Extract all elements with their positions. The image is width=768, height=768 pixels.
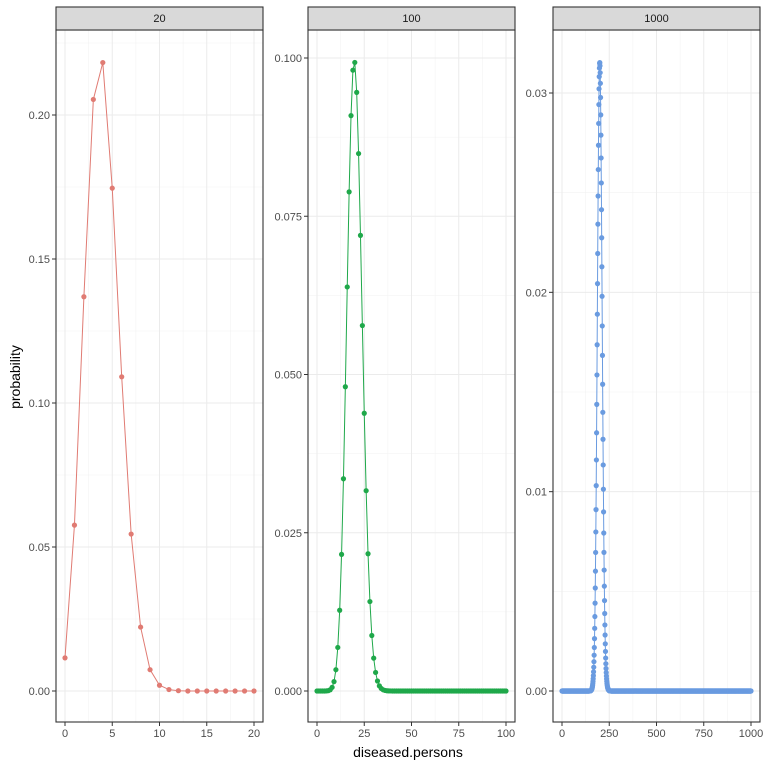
x-tick-label: 250 bbox=[600, 728, 618, 740]
facet-strip-label: 100 bbox=[402, 13, 420, 25]
facet-panel-20: 20 0 5 10 15 20 0.00 0.05 0.10 0.15 0.20 bbox=[29, 6, 264, 740]
x-tick-label: 50 bbox=[405, 728, 417, 740]
x-tick-label: 75 bbox=[453, 728, 465, 740]
x-axis-title: diseased.persons bbox=[353, 744, 463, 760]
axis-ticks: 0 5 10 15 20 0.00 0.05 0.10 0.15 0.20 bbox=[29, 110, 261, 740]
series-points bbox=[62, 59, 257, 694]
y-tick-label: 0.05 bbox=[29, 542, 50, 554]
series-points bbox=[314, 59, 509, 694]
x-tick-label: 750 bbox=[695, 728, 713, 740]
facet-strip bbox=[552, 6, 761, 31]
x-tick-label: 0 bbox=[62, 728, 68, 740]
y-tick-label: 0.00 bbox=[29, 686, 50, 698]
y-tick-label: 0.100 bbox=[274, 53, 302, 65]
x-tick-label: 0 bbox=[314, 728, 320, 740]
facet-strip bbox=[307, 6, 516, 31]
y-tick-label: 0.01 bbox=[526, 487, 547, 499]
facet-strip bbox=[55, 6, 264, 31]
y-tick-label: 0.000 bbox=[274, 686, 302, 698]
x-tick-label: 500 bbox=[647, 728, 665, 740]
x-tick-label: 15 bbox=[201, 728, 213, 740]
series-points bbox=[559, 59, 754, 694]
x-tick-label: 20 bbox=[248, 728, 260, 740]
facet-panel-100: 100 0 25 50 75 100 0.000 0.025 0.050 0.075 0.100 bbox=[274, 6, 516, 740]
y-tick-label: 0.03 bbox=[526, 88, 547, 100]
x-tick-label: 1000 bbox=[739, 728, 763, 740]
x-tick-label: 100 bbox=[497, 728, 515, 740]
y-tick-label: 0.00 bbox=[526, 686, 547, 698]
y-tick-label: 0.050 bbox=[274, 370, 302, 382]
y-tick-label: 0.02 bbox=[526, 287, 547, 299]
y-tick-label: 0.15 bbox=[29, 254, 50, 266]
gridlines bbox=[56, 30, 263, 722]
y-tick-label: 0.10 bbox=[29, 398, 50, 410]
y-tick-label: 0.025 bbox=[274, 528, 302, 540]
x-tick-label: 10 bbox=[153, 728, 165, 740]
facet-strip-label: 1000 bbox=[644, 13, 668, 25]
facet-panel-1000: 1000 0 250 500 750 1000 0.00 0.01 0.02 0.03 bbox=[526, 6, 764, 740]
x-tick-label: 25 bbox=[358, 728, 370, 740]
x-tick-label: 0 bbox=[559, 728, 565, 740]
y-tick-label: 0.20 bbox=[29, 110, 50, 122]
y-axis-title: probability bbox=[7, 345, 23, 409]
axis-ticks: 0 250 500 750 1000 0.00 0.01 0.02 0.03 bbox=[526, 88, 764, 740]
facet-strip-label: 20 bbox=[153, 13, 165, 25]
x-tick-label: 5 bbox=[109, 728, 115, 740]
axis-ticks: 0 25 50 75 100 0.000 0.025 0.050 0.075 0.100 bbox=[274, 53, 515, 740]
y-tick-label: 0.075 bbox=[274, 211, 302, 223]
